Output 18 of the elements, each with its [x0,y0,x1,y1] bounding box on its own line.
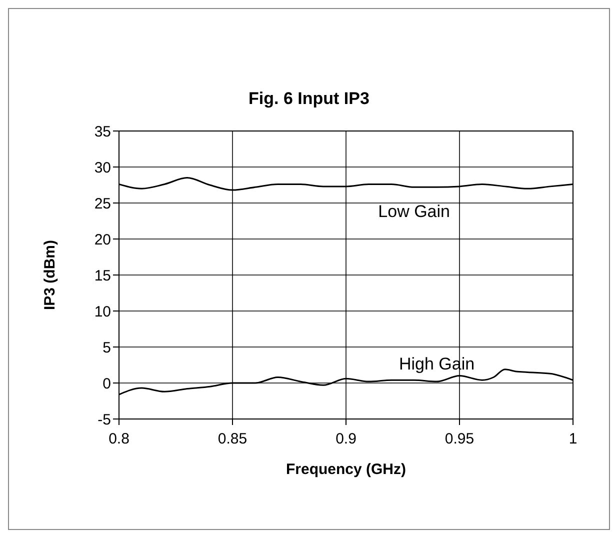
x-tick-label: 0.8 [108,430,130,448]
x-axis-title: Frequency (GHz) [286,461,406,478]
y-tick-label: 30 [94,159,111,176]
chart-title: Fig. 6 Input IP3 [248,89,370,109]
x-tick-label: 1 [568,430,578,448]
y-tick-label: 5 [102,339,111,356]
series-label: Low Gain [378,202,450,222]
y-tick-label: 10 [94,303,111,320]
y-tick-label: 0 [102,375,111,392]
x-tick-label: 0.85 [218,430,248,448]
x-tick-label: 0.95 [444,430,474,448]
y-axis-title: IP3 (dBm) [41,240,58,310]
y-tick-label: 35 [94,123,111,140]
y-tick-label: 20 [94,231,111,248]
x-tick-label: 0.9 [336,430,356,448]
y-tick-label: -5 [98,411,111,428]
y-tick-label: 15 [94,267,111,284]
y-tick-label: 25 [94,195,111,212]
